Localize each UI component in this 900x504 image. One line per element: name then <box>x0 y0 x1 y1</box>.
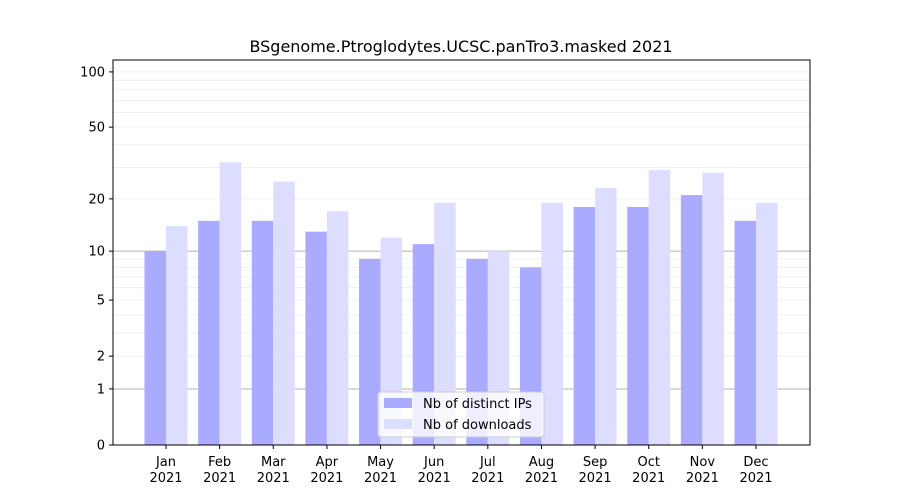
x-tick-label: Jan 2021 <box>149 455 182 486</box>
bar-ips <box>359 258 381 445</box>
y-tick-label: 1 <box>97 382 105 397</box>
y-tick-label: 50 <box>88 121 105 136</box>
x-tick-label: Oct 2021 <box>632 455 665 486</box>
chart-title: BSgenome.Ptroglodytes.UCSC.panTro3.maske… <box>249 37 672 56</box>
y-tick-label: 2 <box>97 350 105 365</box>
legend-label: Nb of distinct IPs <box>423 397 532 412</box>
bar-ips <box>627 206 649 445</box>
y-tick-label: 0 <box>97 439 105 454</box>
bar-downloads <box>648 170 671 445</box>
x-tick-label: Aug 2021 <box>525 455 558 486</box>
bar-ips <box>144 251 166 445</box>
legend-swatch <box>384 419 412 429</box>
bar-ips <box>573 206 596 445</box>
x-tick-label: May 2021 <box>364 455 397 486</box>
plot-frame <box>112 59 811 446</box>
legend-swatch <box>384 398 412 408</box>
bar-downloads <box>326 211 349 445</box>
x-tick-label: Apr 2021 <box>310 455 343 486</box>
x-tick-label: Jun 2021 <box>418 455 451 486</box>
bar-ips <box>251 220 274 445</box>
bar-downloads <box>756 202 778 445</box>
x-tick-label: Nov 2021 <box>686 455 719 486</box>
y-tick-label: 10 <box>88 245 105 260</box>
bar-ips <box>680 195 703 445</box>
legend: Nb of distinct IPs Nb of downloads <box>377 391 545 438</box>
bar-downloads <box>166 226 188 445</box>
y-tick-label: 5 <box>97 294 105 309</box>
bar-downloads <box>541 202 563 445</box>
legend-box <box>377 391 545 438</box>
bar-ips <box>198 220 220 445</box>
legend-label: Nb of downloads <box>423 418 532 433</box>
y-tick-label: 100 <box>80 65 105 80</box>
x-tick-label: Feb 2021 <box>203 455 236 486</box>
bar-ips <box>305 231 327 445</box>
bar-downloads <box>434 202 456 445</box>
x-tick-label: Sep 2021 <box>579 455 612 486</box>
x-tick-label: Dec 2021 <box>739 455 772 486</box>
bar-downloads <box>595 188 617 445</box>
y-tick-label: 20 <box>88 192 105 207</box>
x-tick-label: Jul 2021 <box>471 455 504 486</box>
bar-ips <box>734 220 756 445</box>
x-tick-label: Mar 2021 <box>257 455 290 486</box>
bar-downloads <box>219 162 242 445</box>
bar-downloads <box>273 181 295 445</box>
bar-downloads <box>702 172 724 445</box>
